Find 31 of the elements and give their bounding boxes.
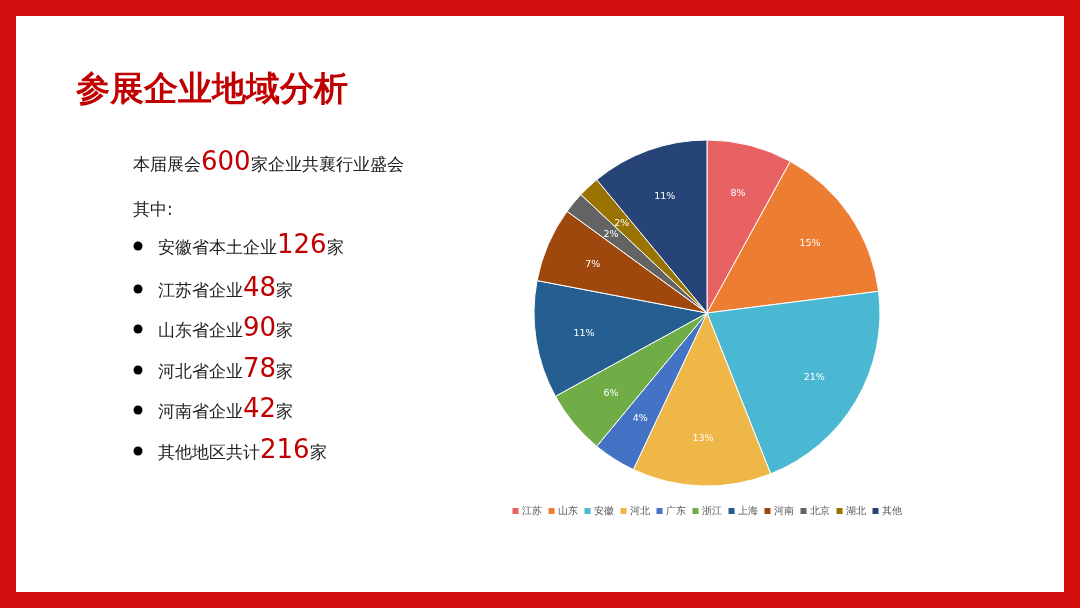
data-label: 11% [654,190,676,202]
legend-label: 广东 [665,505,686,516]
data-label: 8% [730,186,746,198]
legend-label: 湖北 [845,505,866,516]
legend-label: 江苏 [521,505,542,516]
data-label: 2% [614,216,630,228]
data-label: 13% [692,431,714,443]
legend-label: 河南 [773,505,794,516]
legend-label: 其他 [881,505,902,516]
data-label: 11% [573,326,595,338]
data-label: 21% [803,370,825,382]
text: 山东省企业90家 [158,312,294,342]
legend-label: 上海 [737,505,758,516]
legend-label: 浙江 [701,505,722,516]
text: 河南省企业42家 [158,393,294,423]
text: 江苏省企业48家 [158,272,294,302]
legend-label: 河北 [629,505,650,516]
text: 参展企业地域分析 [75,68,348,108]
text: 本届展会600家企业共襄行业盛会 [133,146,404,176]
data-label: 7% [585,257,601,269]
text: 其中: [133,199,173,219]
text: 其他地区共计216家 [158,434,327,464]
legend-label: 山东 [557,505,578,516]
data-label: 15% [799,237,821,249]
data-label: 4% [632,412,648,424]
text: 安徽省本土企业126家 [158,229,344,259]
data-label: 6% [603,386,619,398]
text: 河北省企业78家 [158,353,294,383]
legend-label: 北京 [809,505,830,516]
legend-label: 安徽 [593,505,614,516]
data-label: 2% [603,227,619,239]
